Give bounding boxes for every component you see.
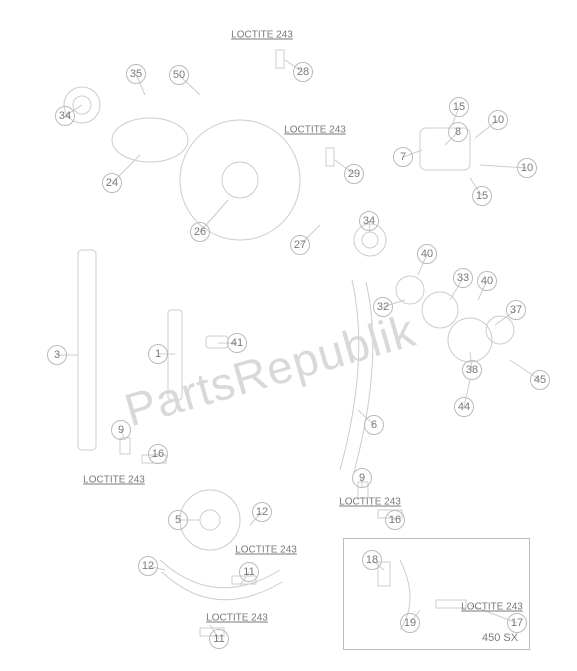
callout-3: 3 [47,345,67,365]
callout-33: 33 [453,268,473,288]
callout-41: 41 [227,333,247,353]
callout-7: 7 [393,147,413,167]
callout-11: 11 [209,629,229,649]
callout-37: 37 [506,300,526,320]
callout-26: 26 [190,222,210,242]
callout-12: 12 [138,556,158,576]
callout-35: 35 [126,64,146,84]
callout-1: 1 [148,344,168,364]
callout-27: 27 [290,235,310,255]
callout-32: 32 [373,297,393,317]
loctite-label: LOCTITE 243 [235,545,297,556]
loctite-label: LOCTITE 243 [83,475,145,486]
callout-34: 34 [55,106,75,126]
loctite-label: LOCTITE 243 [339,497,401,508]
inset-label: 450 SX [482,632,518,644]
callout-29: 29 [344,164,364,184]
callout-34: 34 [359,211,379,231]
callout-17: 17 [507,613,527,633]
loctite-label: LOCTITE 243 [206,613,268,624]
callout-16: 16 [385,510,405,530]
callout-5: 5 [168,510,188,530]
exploded-diagram: 450 SX PartsRepublik 1356789910101111121… [0,0,577,671]
callout-18: 18 [362,550,382,570]
loctite-label: LOCTITE 243 [231,30,293,41]
callout-16: 16 [148,444,168,464]
loctite-label: LOCTITE 243 [461,602,523,613]
callout-15: 15 [449,97,469,117]
callout-44: 44 [454,397,474,417]
callout-6: 6 [364,415,384,435]
callout-28: 28 [293,62,313,82]
callout-45: 45 [530,370,550,390]
callout-9: 9 [111,420,131,440]
callout-11: 11 [239,562,259,582]
loctite-label: LOCTITE 243 [284,125,346,136]
callout-24: 24 [102,173,122,193]
callout-12: 12 [252,502,272,522]
callout-38: 38 [462,360,482,380]
callout-15: 15 [472,186,492,206]
callout-8: 8 [448,122,468,142]
callout-9: 9 [352,468,372,488]
callout-10: 10 [517,158,537,178]
callout-19: 19 [400,613,420,633]
callout-10: 10 [488,110,508,130]
callout-40: 40 [417,244,437,264]
callout-50: 50 [169,65,189,85]
callout-40: 40 [477,271,497,291]
